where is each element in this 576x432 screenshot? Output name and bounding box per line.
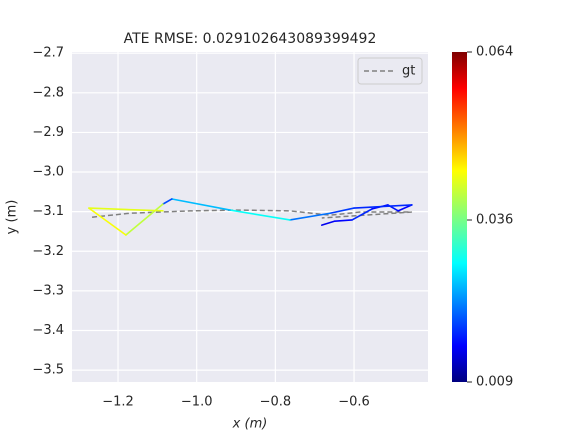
- colorbar-tick-label: 0.064: [476, 45, 513, 60]
- x-tick-label: −1.0: [181, 395, 213, 410]
- y-tick-label: −2.8: [32, 85, 64, 100]
- x-tick-label: −0.6: [338, 395, 370, 410]
- trajectory-segment: [351, 208, 373, 221]
- y-tick-label: −3.3: [32, 283, 64, 298]
- trajectory-segment: [125, 203, 164, 236]
- colorbar: [452, 52, 467, 382]
- y-tick-label: −3.0: [32, 165, 64, 180]
- trajectory-segment: [353, 204, 413, 209]
- x-axis-label: x (m): [232, 417, 268, 432]
- y-tick-label: −3.5: [32, 363, 64, 378]
- chart-title: ATE RMSE: 0.029102643089399492: [124, 31, 377, 47]
- legend-label: gt: [402, 64, 415, 79]
- y-axis-label: y (m): [5, 200, 20, 235]
- plot-area: [72, 52, 428, 382]
- y-tick-label: −2.7: [32, 46, 64, 61]
- y-tick-label: −2.9: [32, 125, 64, 140]
- trajectory-segment: [162, 198, 173, 205]
- trajectory-segment: [171, 198, 231, 211]
- reference-line: [91, 209, 412, 219]
- colorbar-tick-label: 0.036: [476, 213, 513, 228]
- y-tick-label: −3.1: [32, 204, 64, 219]
- colorbar-tick-label: 0.009: [476, 375, 513, 390]
- x-tick-label: −0.8: [260, 395, 292, 410]
- y-tick-label: −3.2: [32, 244, 64, 259]
- trajectory-segment: [333, 219, 353, 222]
- trajectory-segment: [320, 220, 336, 226]
- trajectory-segment: [229, 209, 291, 221]
- trajectory-segment: [88, 207, 164, 212]
- trajectory-segment: [329, 207, 355, 215]
- trajectory-segment: [88, 207, 127, 236]
- y-tick-label: −3.4: [32, 323, 64, 338]
- x-tick-label: −1.2: [102, 395, 134, 410]
- trajectory-segment: [397, 204, 413, 212]
- trajectory-segment: [289, 212, 331, 221]
